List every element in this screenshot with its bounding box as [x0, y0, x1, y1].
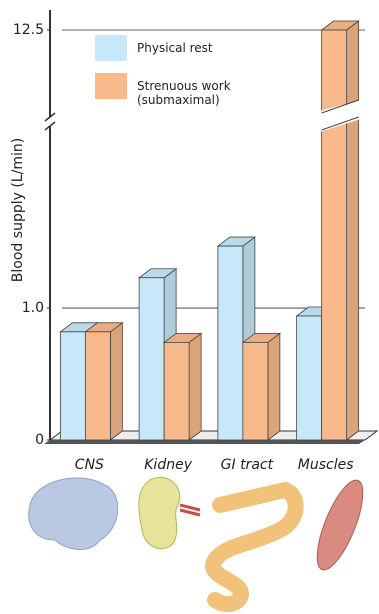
x-tick-label: Muscles — [298, 457, 354, 473]
y-tick-label: 0 — [35, 432, 44, 448]
bar-break — [319, 100, 361, 132]
bar-side — [267, 332, 281, 441]
bar — [163, 341, 190, 441]
muscle — [316, 479, 364, 571]
bar-break-edge — [321, 99, 359, 114]
x-tick-label: Kidney — [144, 457, 192, 473]
x-tick-label: GI tract — [221, 457, 274, 473]
kidney-vessels — [179, 503, 201, 517]
organ-illustrations — [28, 477, 364, 613]
bar — [296, 315, 323, 441]
legend-swatch — [95, 73, 127, 99]
legend-label: Physical rest — [137, 41, 213, 55]
bar-side — [109, 322, 123, 441]
bar — [321, 29, 348, 441]
bar — [217, 245, 244, 441]
bar — [59, 331, 86, 441]
bar-break-edge — [321, 116, 359, 131]
y-axis-label: Blood supply (L/min) — [10, 138, 26, 282]
floor-front — [44, 440, 365, 444]
bar — [138, 277, 165, 441]
axis-break — [44, 112, 56, 122]
axis-break — [44, 121, 56, 131]
legend-label: Strenuous work (submaximal) — [137, 79, 231, 107]
bar-side — [346, 20, 360, 441]
x-tick-label: CNS — [75, 457, 104, 473]
bar-side — [188, 332, 202, 441]
legend-swatch — [95, 35, 127, 61]
y-tick-label: 12.5 — [13, 22, 44, 38]
brain — [28, 477, 119, 550]
bar — [84, 331, 111, 441]
kidney — [138, 477, 181, 550]
bar — [242, 341, 269, 441]
gi-tract — [205, 481, 304, 613]
y-tick-label: 1.0 — [22, 300, 44, 316]
